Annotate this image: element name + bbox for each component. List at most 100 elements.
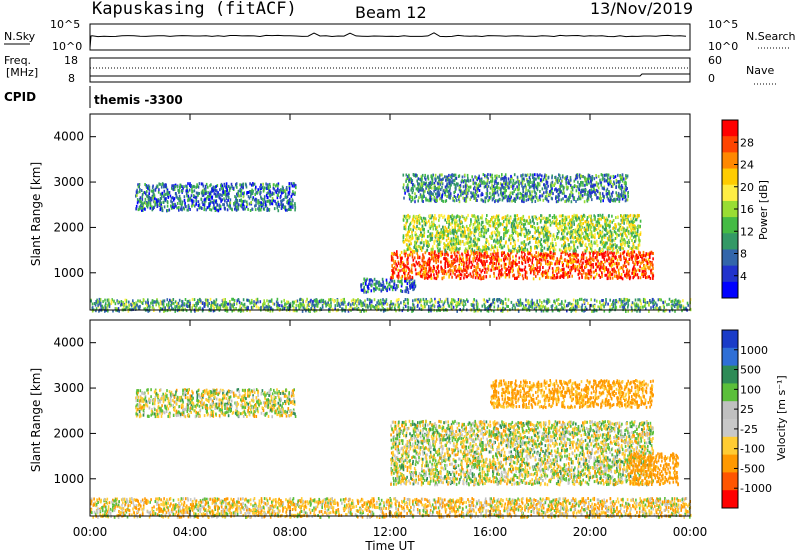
power-cell-r3 — [516, 226, 519, 229]
power-cell-r3 — [606, 218, 609, 222]
power-cell-r2 — [430, 255, 433, 259]
power-cell-r3 — [570, 223, 572, 227]
power-cell-r0 — [267, 196, 269, 199]
power-cell-r3 — [632, 214, 635, 218]
power-cell-r3 — [637, 224, 640, 228]
cpid-strip: CPID themis -3300 — [4, 86, 183, 108]
power-cell-r3 — [457, 241, 460, 245]
power-cell-r0 — [182, 186, 184, 190]
power-cell-r0 — [267, 199, 270, 203]
power-cell-r2 — [625, 272, 628, 276]
power-cell-r3 — [470, 237, 472, 241]
power-cell-r1 — [400, 284, 403, 288]
power-cell-r2 — [405, 269, 407, 273]
power-cell-r3 — [559, 237, 562, 241]
power-cell-r4 — [544, 195, 547, 199]
power-cell-r2 — [419, 273, 421, 277]
power-cell-r3 — [460, 233, 462, 237]
power-cell-r3 — [585, 228, 587, 232]
power-cell-r2 — [556, 262, 558, 266]
power-cell-r2 — [646, 262, 649, 266]
power-cell-r2 — [622, 270, 625, 274]
power-cell-r3 — [427, 229, 430, 233]
power-cell-r1 — [405, 290, 407, 294]
power-cell-r3 — [451, 246, 453, 250]
power-cell-r2 — [627, 262, 630, 266]
power-cell-r2 — [580, 259, 582, 263]
power-cell-r0 — [215, 199, 217, 203]
power-cell-r0 — [173, 197, 176, 201]
power-cell-r4 — [529, 197, 532, 201]
power-cell-r3 — [446, 244, 448, 248]
power-cell-r0 — [260, 183, 262, 187]
power-cell-r3 — [595, 228, 598, 231]
power-cell-r3 — [490, 244, 493, 248]
power-cell-r2 — [444, 257, 447, 261]
power-cell-r2 — [648, 254, 651, 258]
power-cell-r3 — [491, 237, 493, 240]
power-cell-r0 — [170, 196, 173, 200]
power-cell-r0 — [249, 195, 252, 198]
power-cell-r3 — [580, 243, 582, 247]
power-cell-r3 — [475, 225, 478, 229]
power-cell-r3 — [424, 217, 427, 221]
power-cell-r3 — [580, 222, 583, 226]
power-cell-r3 — [415, 241, 418, 245]
power-cell-r3 — [452, 238, 455, 242]
power-cell-r0 — [191, 185, 194, 189]
power-cell-r0 — [148, 192, 150, 196]
power-cell-r2 — [576, 260, 579, 264]
power-cell-r3 — [436, 225, 438, 229]
power-cell-r1 — [407, 290, 410, 294]
power-cell-r3 — [592, 223, 594, 227]
power-cell-r2 — [633, 274, 635, 278]
power-cell-r2 — [476, 271, 479, 275]
power-cell-r0 — [273, 207, 276, 211]
power-cell-r3 — [472, 226, 474, 230]
power-cell-r3 — [504, 215, 507, 219]
power-cell-r2 — [456, 274, 459, 278]
power-cell-r2 — [486, 255, 488, 258]
power-cell-r3 — [506, 230, 508, 234]
power-cell-r2 — [538, 270, 540, 273]
power-cell-r2 — [584, 251, 587, 255]
power-cell-r3 — [548, 220, 551, 224]
power-cell-r1 — [386, 288, 388, 292]
power-cell-r3 — [564, 215, 567, 219]
power-cell-r4 — [448, 189, 451, 193]
power-cell-r2 — [641, 270, 644, 274]
power-cell-r2 — [391, 256, 394, 260]
power-cell-r4 — [451, 179, 454, 183]
power-cell-r3 — [483, 229, 486, 233]
power-cell-r3 — [449, 223, 452, 227]
power-cell-r1 — [381, 288, 384, 292]
power-cell-r2 — [493, 274, 496, 278]
power-cell-r3 — [417, 237, 420, 241]
power-cell-r2 — [431, 257, 433, 261]
power-cell-r4 — [474, 175, 476, 179]
power-cell-r3 — [496, 234, 499, 238]
power-cell-r2 — [461, 252, 463, 256]
power-cell-r2 — [508, 273, 511, 277]
power-cell-r3 — [452, 245, 455, 249]
power-cell-r4 — [496, 174, 498, 178]
power-cell-r3 — [594, 217, 596, 221]
power-cell-r3 — [463, 234, 465, 238]
power-cell-r4 — [449, 192, 452, 196]
power-cell-r2 — [482, 254, 485, 258]
power-cell-r2 — [403, 272, 406, 276]
power-cell-r3 — [426, 244, 428, 248]
power-cell-r2 — [586, 272, 588, 276]
power-cell-r3 — [501, 216, 504, 220]
power-cell-r2 — [456, 257, 459, 261]
power-cell-r3 — [589, 242, 592, 246]
power-cell-r3 — [503, 235, 505, 238]
power-cell-r3 — [577, 240, 580, 244]
power-cell-r4 — [527, 198, 530, 202]
power-cell-r3 — [447, 245, 450, 249]
power-cell-r4 — [522, 190, 524, 194]
power-cell-r2 — [614, 255, 616, 259]
power-cell-r0 — [160, 185, 163, 189]
cpid-label: CPID — [4, 90, 36, 104]
power-cell-r0 — [190, 194, 193, 198]
